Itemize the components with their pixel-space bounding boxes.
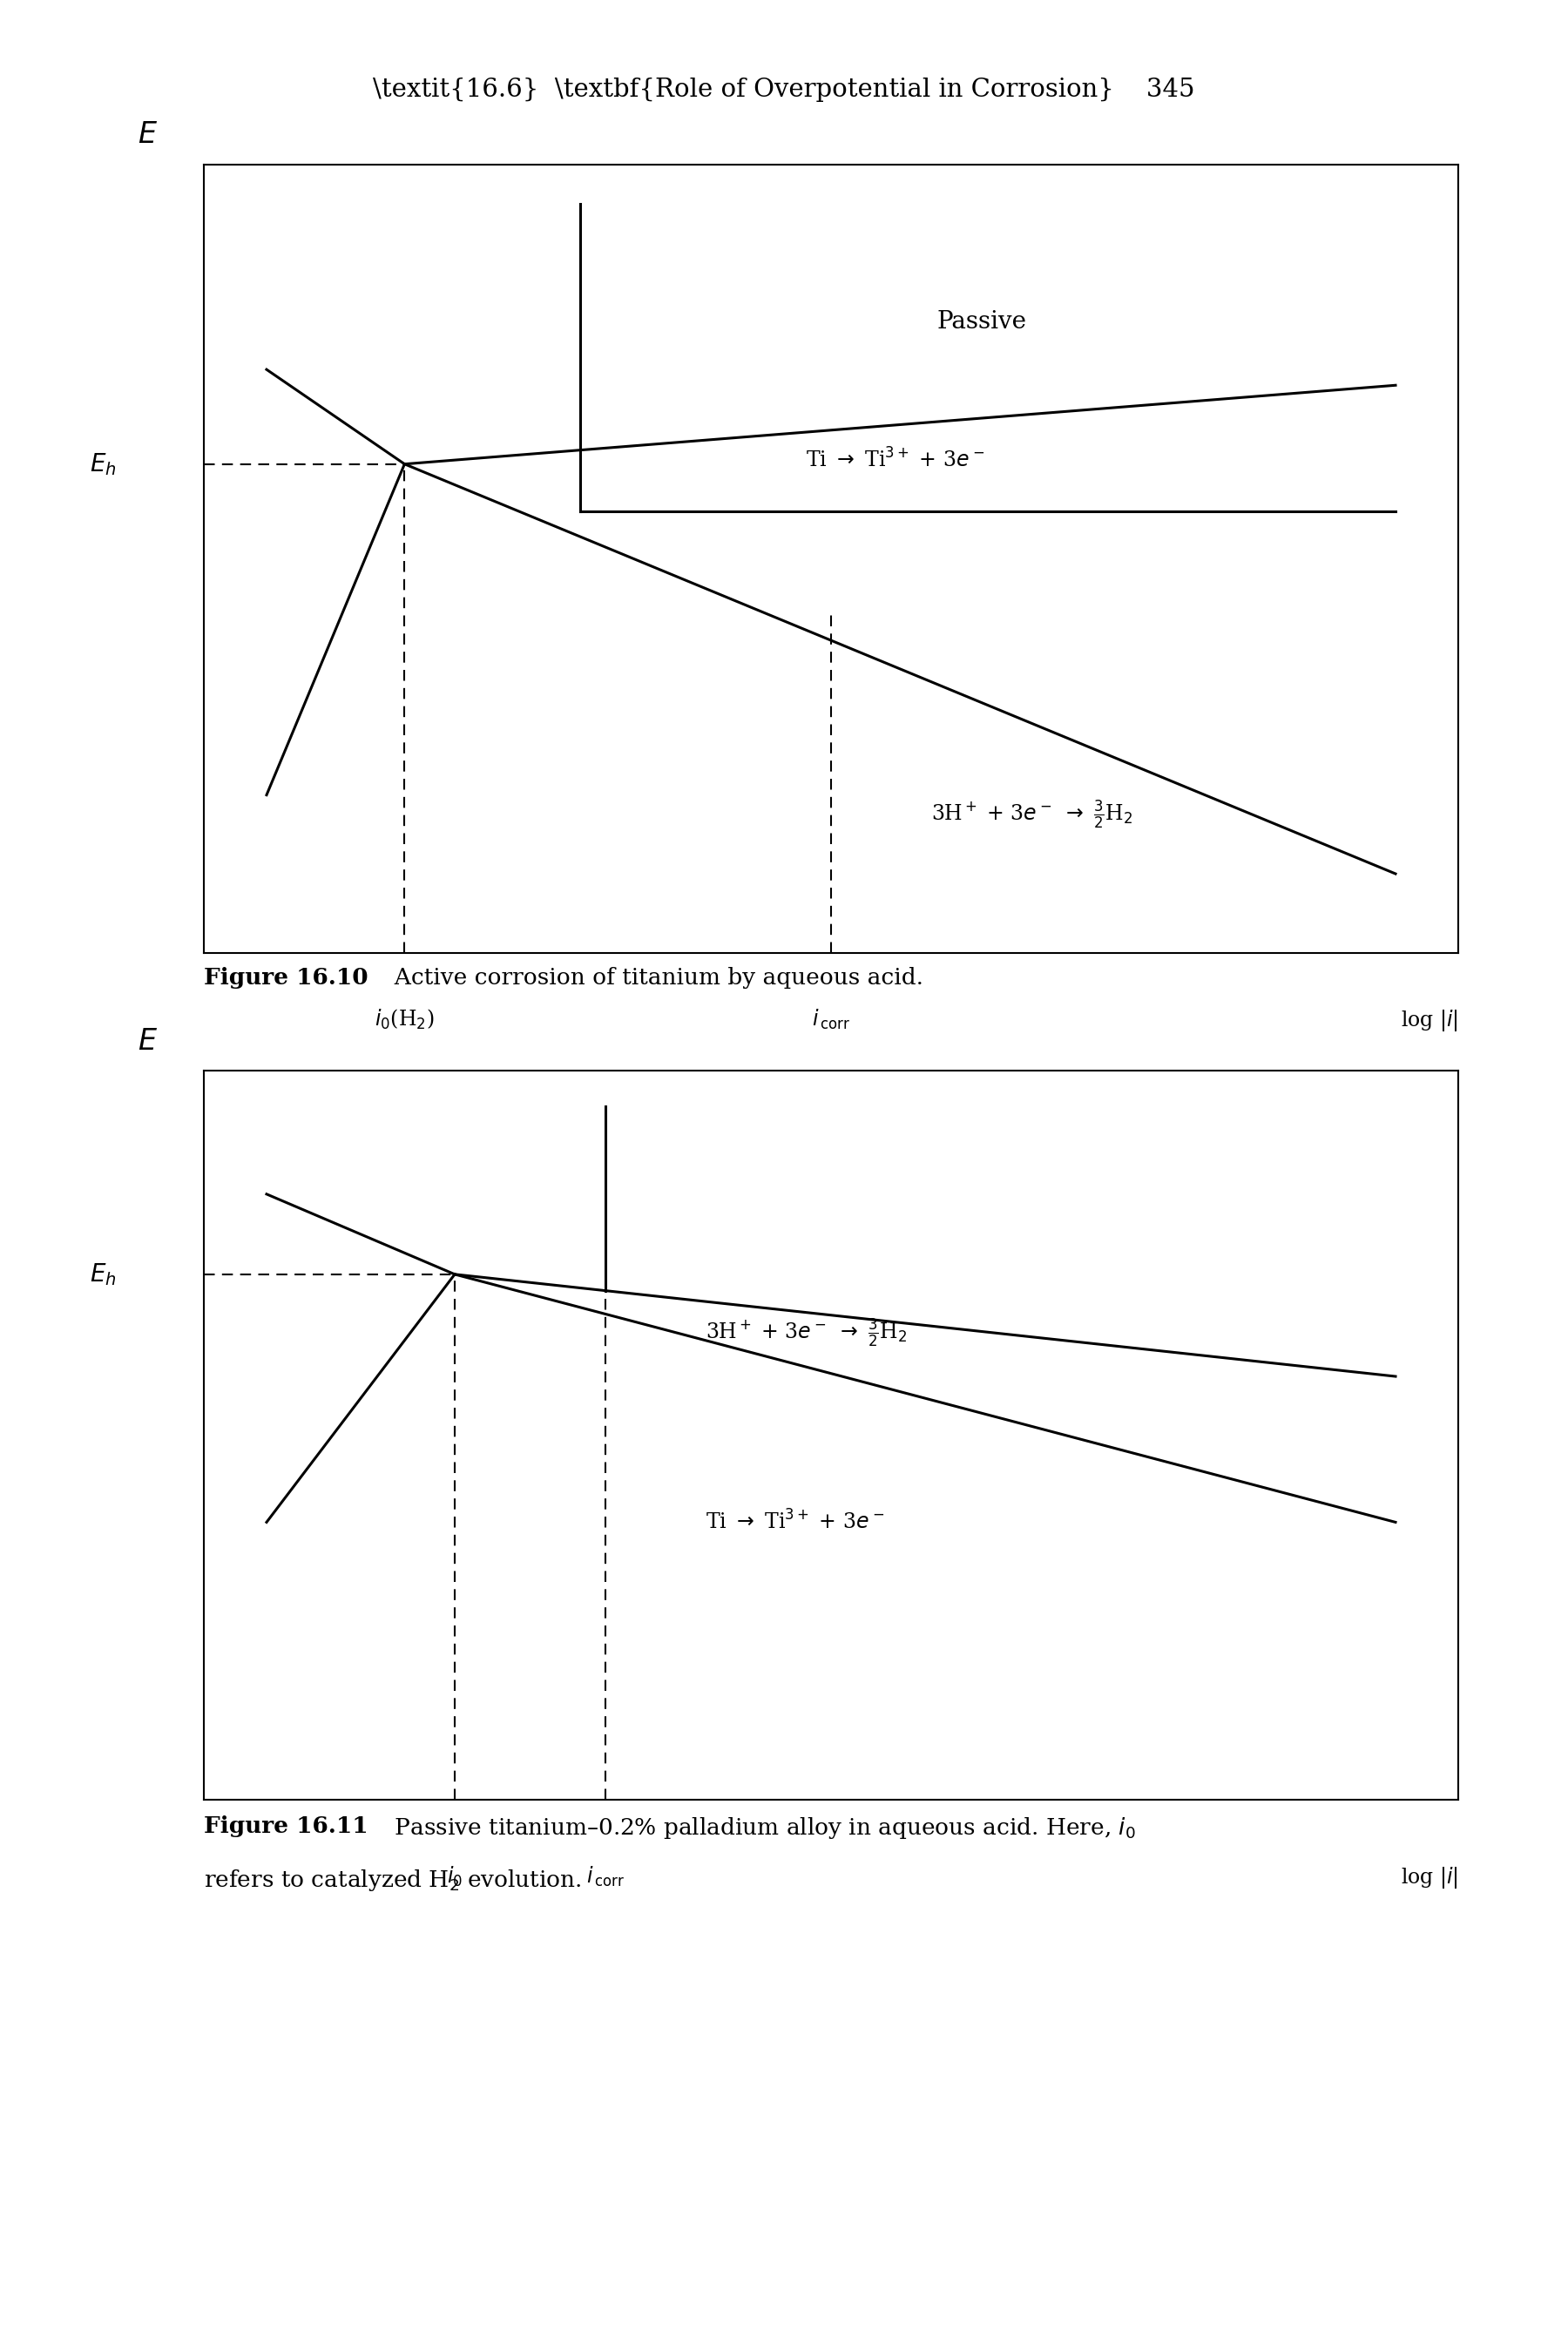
Text: $i_{\,\rm corr}$: $i_{\,\rm corr}$ — [586, 1865, 624, 1889]
Text: $E$: $E$ — [138, 1028, 157, 1056]
Text: \textit{16.6}  \textbf{Role of Overpotential in Corrosion}    345: \textit{16.6} \textbf{Role of Overpotent… — [373, 78, 1195, 101]
Text: Ti $\rightarrow$ Ti$^{3+}$ + 3$e^-$: Ti $\rightarrow$ Ti$^{3+}$ + 3$e^-$ — [806, 449, 985, 473]
Text: $E_h$: $E_h$ — [89, 452, 116, 477]
Text: log $|i|$: log $|i|$ — [1400, 1007, 1458, 1033]
Text: refers to catalyzed H$_2$ evolution.: refers to catalyzed H$_2$ evolution. — [204, 1867, 582, 1893]
Text: Passive titanium–0.2% palladium alloy in aqueous acid. Here, $i_0$: Passive titanium–0.2% palladium alloy in… — [379, 1816, 1135, 1842]
Text: $E$: $E$ — [138, 120, 157, 148]
Text: $E_h$: $E_h$ — [89, 1261, 116, 1287]
Text: $i_0$(H$_2$): $i_0$(H$_2$) — [375, 1007, 434, 1033]
Text: Figure 16.10: Figure 16.10 — [204, 967, 368, 988]
Text: $i_0$: $i_0$ — [447, 1865, 463, 1889]
Text: 3H$^+$ + 3$e^-$ $\rightarrow$ $\frac{3}{2}$H$_2$: 3H$^+$ + 3$e^-$ $\rightarrow$ $\frac{3}{… — [931, 797, 1134, 830]
Text: 3H$^+$ + 3$e^-$ $\rightarrow$ $\frac{3}{2}$H$_2$: 3H$^+$ + 3$e^-$ $\rightarrow$ $\frac{3}{… — [706, 1317, 908, 1350]
Text: log $|i|$: log $|i|$ — [1400, 1865, 1458, 1891]
Text: Figure 16.11: Figure 16.11 — [204, 1816, 368, 1837]
Text: $i_{\,\rm corr}$: $i_{\,\rm corr}$ — [812, 1007, 850, 1033]
Text: Passive: Passive — [936, 310, 1027, 334]
Text: Active corrosion of titanium by aqueous acid.: Active corrosion of titanium by aqueous … — [379, 967, 924, 988]
Text: Ti $\rightarrow$ Ti$^{3+}$ + 3$e^-$: Ti $\rightarrow$ Ti$^{3+}$ + 3$e^-$ — [706, 1510, 884, 1534]
